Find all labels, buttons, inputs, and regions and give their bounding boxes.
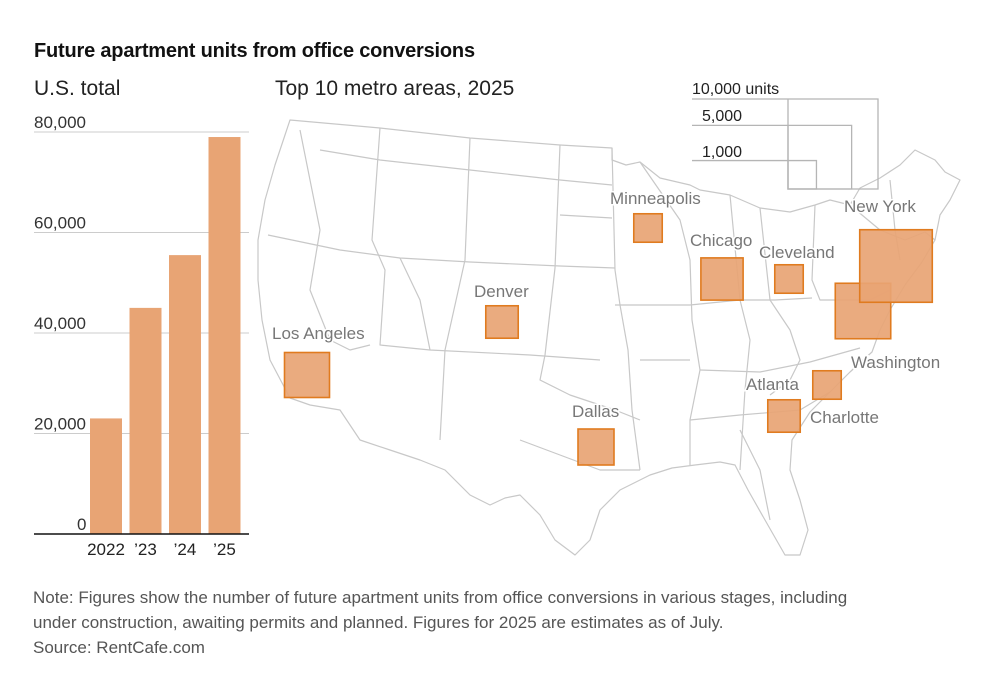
y-tick-label: 60,000 (34, 214, 86, 233)
metro-label: Denver (474, 282, 529, 301)
legend-label: 10,000 units (692, 81, 779, 98)
bar-chart: 0 20,000 40,000 60,000 80,000 2022 ’23 ’24 ’25 (34, 113, 249, 559)
y-tick-label: 80,000 (34, 113, 86, 132)
metro-square (632, 212, 664, 244)
source: Source: RentCafe.com (33, 638, 205, 657)
metro-label: Atlanta (746, 375, 799, 394)
metro-square (700, 257, 744, 301)
metro-label: Dallas (572, 402, 619, 421)
metro-squares: Los Angeles Denver Minneapolis Dallas Chicag… (271, 188, 942, 466)
bar (129, 307, 162, 534)
us-map-outline (257, 119, 961, 556)
metro-label: Minneapolis (610, 189, 701, 208)
x-tick-label: ’24 (174, 540, 197, 559)
bar-chart-title: U.S. total (34, 77, 121, 100)
bar (169, 255, 201, 535)
metro-square (484, 304, 520, 340)
x-tick-label: 2022 (87, 540, 125, 559)
metro-square (766, 398, 802, 434)
metro-label: Cleveland (759, 243, 835, 262)
x-tick-label: ’23 (134, 540, 157, 559)
y-tick-label: 20,000 (34, 415, 86, 434)
note-line: Note: Figures show the number of future … (33, 588, 848, 607)
metro-label: Charlotte (810, 408, 879, 427)
metro-label: Washington (851, 353, 940, 372)
metro-square (773, 263, 805, 295)
metro-label: Los Angeles (272, 324, 365, 343)
x-tick-label: ’25 (213, 540, 236, 559)
metro-label: Chicago (690, 231, 752, 250)
metro-label: New York (844, 197, 916, 216)
metro-square (811, 369, 843, 401)
chart-title: Future apartment units from office conve… (34, 40, 475, 62)
bar (208, 137, 241, 534)
legend-label: 1,000 (702, 144, 742, 161)
bar (90, 418, 122, 534)
metro-square (283, 351, 331, 399)
y-tick-label: 0 (77, 515, 86, 534)
metro-square (577, 428, 615, 466)
y-tick-label: 40,000 (34, 314, 86, 333)
metro-square (858, 228, 934, 304)
legend-square (692, 159, 818, 190)
map-title: Top 10 metro areas, 2025 (275, 77, 515, 100)
legend-label: 5,000 (702, 108, 742, 125)
size-legend: 10,000 units 5,000 1,000 (692, 81, 879, 190)
note-line: under construction, awaiting permits and… (33, 613, 724, 632)
note: Note: Figures show the number of future … (33, 585, 973, 660)
